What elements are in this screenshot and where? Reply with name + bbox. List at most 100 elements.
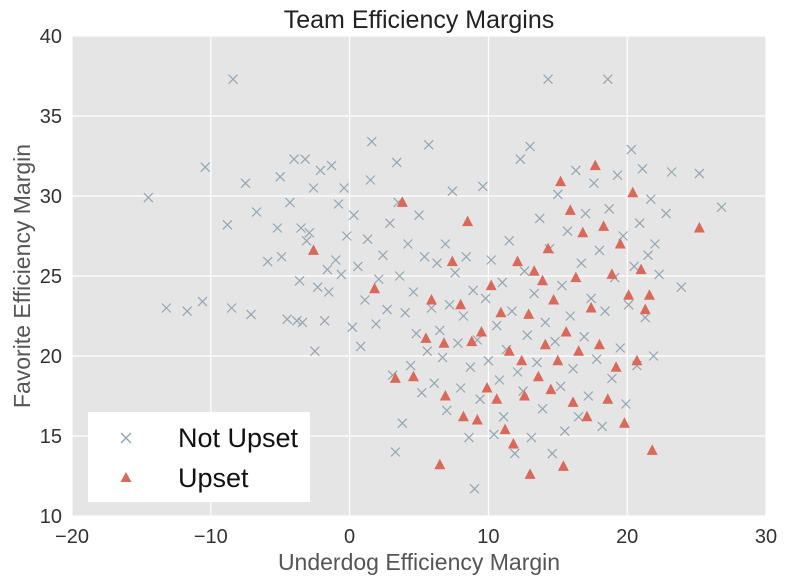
point-not-upset [537,403,548,414]
point-upset [539,338,551,350]
point-upset [570,271,582,283]
point-upset [396,196,408,207]
point-not-upset [301,235,312,246]
point-upset [623,289,635,300]
point-not-upset [637,163,648,174]
point-upset [425,294,437,305]
point-upset [646,444,658,455]
point-not-upset [532,357,542,368]
point-upset [438,337,450,348]
point-upset [528,265,540,276]
point-not-upset [419,251,430,262]
point-not-upset [262,256,273,267]
point-upset [635,263,647,275]
point-not-upset [319,315,330,326]
point-upset [446,255,458,267]
point-not-upset [441,405,452,416]
point-upset [542,242,554,254]
x-tick-labels: −20 −10 0 10 20 30 [55,526,777,548]
point-not-upset [276,251,287,262]
point-not-upset [450,267,461,278]
point-not-upset [291,315,302,326]
point-upset [481,382,493,393]
point-not-upset [304,227,315,238]
point-not-upset [437,352,448,363]
point-upset [631,354,643,366]
point-not-upset [461,251,472,262]
point-upset [537,274,549,286]
point-not-upset [359,295,370,305]
point-not-upset [583,391,594,401]
y-axis-label: Favorite Efficiency Margin [9,144,35,408]
point-not-upset [341,231,352,241]
point-not-upset [643,250,653,261]
point-upset [471,414,483,425]
point-not-upset [333,199,344,209]
point-not-upset [507,306,517,317]
point-upset [503,345,515,356]
point-not-upset [475,394,485,405]
point-not-upset [296,223,306,233]
point-not-upset [648,351,659,361]
point-upset [581,410,593,422]
point-not-upset [716,202,727,213]
point-upset [389,372,401,383]
point-not-upset [629,261,640,272]
point-not-upset [182,306,193,317]
point-not-upset [597,421,608,432]
point-not-upset [626,144,637,155]
point-not-upset [491,320,502,331]
legend-marker-not-upset [120,432,132,444]
point-not-upset [526,432,537,443]
point-not-upset [348,210,359,221]
point-upset [548,294,560,305]
point-not-upset [543,74,554,85]
point-not-upset [612,170,623,181]
point-not-upset [143,192,154,203]
point-upset [606,268,618,279]
point-not-upset [282,314,293,325]
point-upset [532,370,544,382]
point-not-upset [519,266,530,277]
point-not-upset [607,373,617,384]
point-not-upset [422,346,433,357]
point-not-upset [294,275,305,286]
point-not-upset [382,304,393,315]
point-not-upset [576,258,587,269]
point-not-upset [497,277,508,288]
y-tick-label: 35 [40,106,62,128]
point-not-upset [423,139,434,150]
point-not-upset [371,319,381,329]
point-not-upset [534,213,545,224]
point-upset [602,393,614,404]
point-not-upset [570,165,581,176]
point-not-upset [297,317,308,328]
point-upset [598,220,610,231]
point-not-upset [326,160,337,171]
x-tick-label: −10 [194,526,228,548]
point-not-upset [562,226,573,237]
point-upset [545,383,557,395]
series-upset [308,159,705,479]
x-tick-label: −20 [55,526,89,548]
point-upset [434,458,446,470]
point-not-upset [373,274,384,285]
point-not-upset [391,157,402,168]
y-tick-label: 10 [40,506,62,528]
point-not-upset [228,74,238,85]
x-tick-label: 0 [344,526,355,548]
point-not-upset [650,239,660,249]
point-not-upset [429,378,440,389]
point-not-upset [557,280,567,291]
x-tick-label: 30 [755,526,777,548]
point-upset [643,289,655,300]
point-not-upset [390,447,401,457]
point-upset [507,438,519,449]
point-not-upset [394,271,405,281]
point-upset [593,338,605,350]
point-upset [485,279,497,291]
point-not-upset [483,355,494,366]
point-not-upset [555,381,566,392]
point-not-upset [289,154,300,165]
